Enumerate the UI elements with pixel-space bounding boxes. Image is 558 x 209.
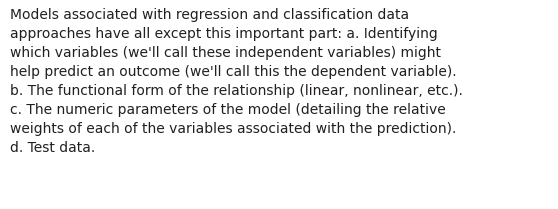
Text: Models associated with regression and classification data
approaches have all ex: Models associated with regression and cl… [10, 8, 463, 155]
